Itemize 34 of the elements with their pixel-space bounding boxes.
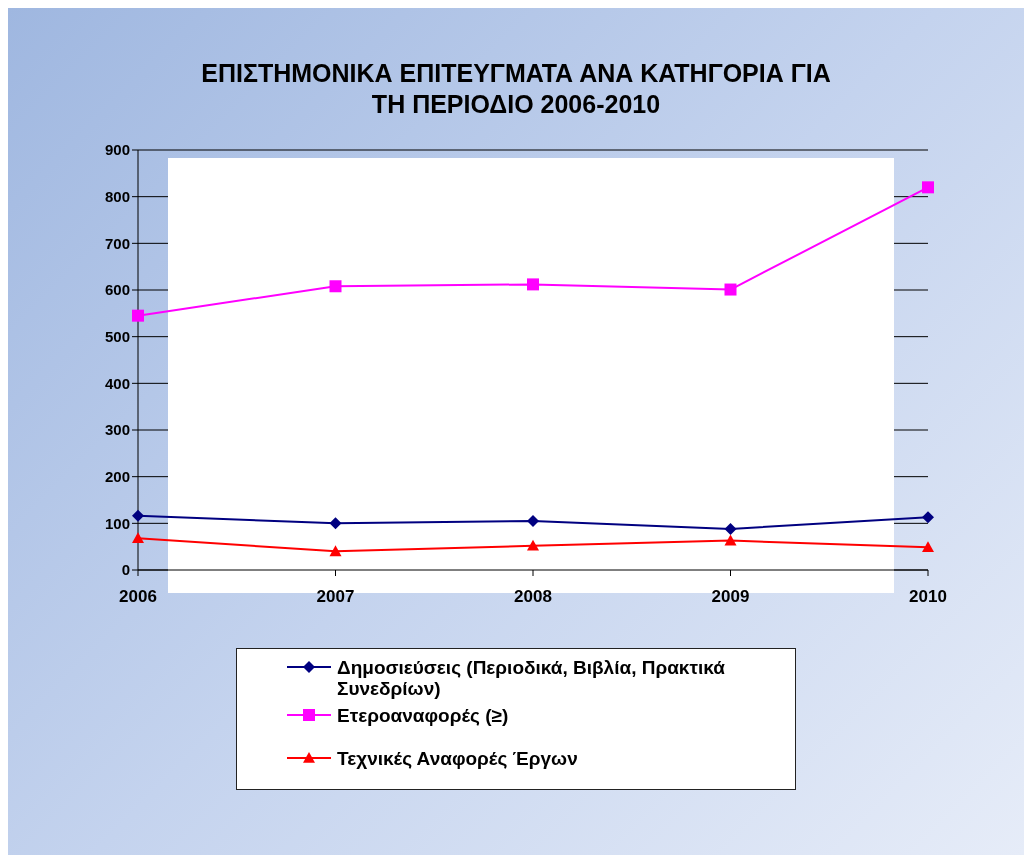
x-tick-label: 2008 — [514, 587, 552, 607]
point — [527, 515, 539, 527]
point — [527, 539, 539, 551]
legend-label: Τεχνικές Αναφορές Έργων — [337, 748, 578, 769]
y-tick-label: 800 — [104, 187, 130, 205]
point — [724, 522, 737, 535]
y-tick-label: 500 — [104, 327, 130, 345]
point — [922, 541, 934, 552]
point — [922, 511, 934, 524]
legend-label: Δημοσιεύσεις (Περιοδικά, Βιβλία, Πρακτικά Συνεδρίων) — [337, 657, 726, 699]
point — [329, 545, 342, 557]
y-tick-label: 100 — [104, 514, 130, 532]
legend-label: Ετεροαναφορές (≥) — [337, 705, 509, 726]
point — [724, 534, 737, 546]
point — [132, 309, 144, 322]
y-tick-label: 300 — [104, 421, 130, 439]
x-tick-label: 2010 — [909, 587, 947, 607]
point — [329, 517, 342, 530]
x-tick-label: 2006 — [119, 587, 157, 607]
y-tick-label: 600 — [104, 281, 130, 299]
y-tick-label: 0 — [121, 561, 130, 579]
point — [329, 280, 342, 293]
chart-title: ΕΠΙΣΤΗΜΟΝΙΚΑ ΕΠΙΤΕΥΓΜΑΤΑ ΑΝΑ ΚΑΤΗΓΟΡΙΑ ΓΙΑ ΤΗ ΠΕΡΙΟΔΙΟ 2006-2010 — [200, 58, 832, 120]
point — [527, 278, 539, 291]
x-tick-label: 2009 — [711, 587, 750, 607]
point — [132, 509, 144, 522]
y-tick-label: 900 — [104, 141, 130, 159]
y-tick-label: 200 — [104, 467, 130, 485]
point — [922, 181, 934, 194]
point — [132, 532, 144, 544]
y-tick-label: 700 — [104, 234, 130, 252]
x-tick-label: 2007 — [316, 587, 355, 607]
y-tick-label: 400 — [104, 374, 130, 392]
point — [724, 283, 737, 296]
